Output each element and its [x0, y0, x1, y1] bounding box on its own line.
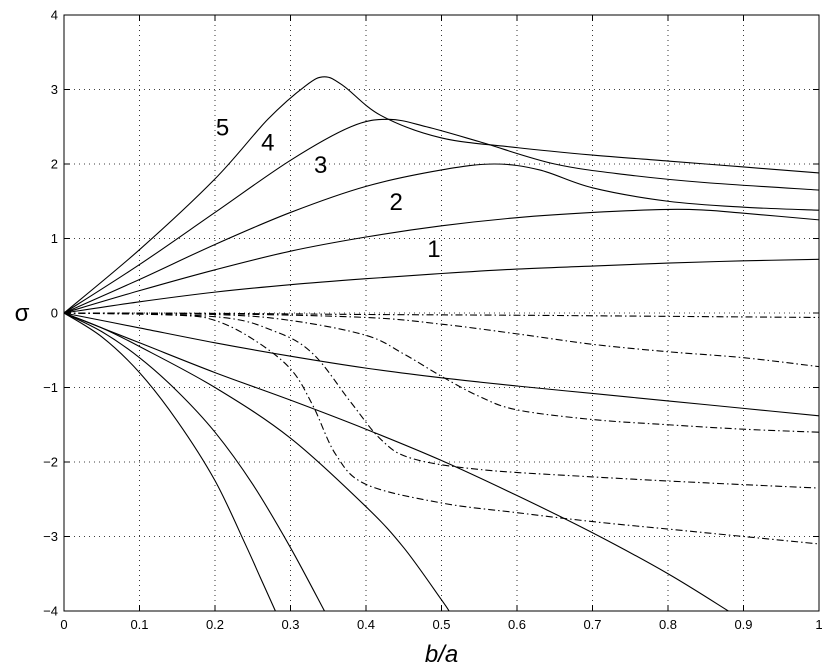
series-line-12 [63, 312, 820, 368]
curve-label-5: 5 [216, 115, 229, 142]
x-tick-label-1: 0.1 [130, 617, 148, 632]
series-line-1 [63, 258, 820, 314]
curve-label-1: 1 [427, 236, 440, 263]
x-tick-label-4: 0.4 [357, 617, 375, 632]
y-tick-label-4: 0 [51, 306, 58, 321]
curve-label-2: 2 [390, 189, 403, 216]
x-tick-label-2: 0.2 [206, 617, 224, 632]
series-line-4 [63, 118, 820, 314]
y-tick-label-1: −3 [43, 529, 58, 544]
series-group [63, 76, 820, 612]
series-line-3 [63, 163, 820, 314]
series-line-7 [63, 312, 729, 612]
y-tick-label-6: 2 [51, 157, 58, 172]
x-tick-label-0: 0 [60, 617, 67, 632]
curve-labels: 12 3 4 5 [216, 115, 441, 263]
x-tick-label-5: 0.5 [432, 617, 450, 632]
y-tick-label-0: −4 [43, 604, 58, 619]
y-axis-label: σ [15, 300, 30, 327]
x-tick-label-6: 0.6 [508, 617, 526, 632]
curve-label-3: 3 [314, 152, 327, 179]
y-tick-label-2: −2 [43, 455, 58, 470]
x-tick-label-9: 0.9 [734, 617, 752, 632]
series-line-11 [63, 312, 820, 319]
series-line-13 [63, 312, 820, 433]
x-tick-label-10: 1 [815, 617, 822, 632]
series-line-9 [63, 312, 325, 612]
series-line-6 [63, 312, 820, 417]
y-tick-label-8: 4 [51, 8, 58, 23]
x-axis-label: b/a [425, 641, 458, 668]
plot-frame [63, 14, 820, 612]
axis-ticks: 0 0.1 0.2 0.3 0.4 0.5 0.6 0.7 0.8 0.9 1−4−3−2−1012… [43, 8, 822, 633]
series-line-8 [63, 312, 450, 612]
y-tick-label-3: −1 [43, 380, 58, 395]
x-tick-label-8: 0.8 [659, 617, 677, 632]
series-line-10 [63, 312, 276, 612]
x-tick-label-3: 0.3 [281, 617, 299, 632]
series-line-5 [63, 76, 820, 314]
x-tick-label-7: 0.7 [583, 617, 601, 632]
series-line-2 [63, 208, 820, 314]
grid [64, 15, 819, 611]
series-line-15 [63, 312, 820, 545]
y-tick-label-5: 1 [51, 231, 58, 246]
curve-label-4: 4 [261, 130, 274, 157]
y-tick-label-7: 3 [51, 82, 58, 97]
